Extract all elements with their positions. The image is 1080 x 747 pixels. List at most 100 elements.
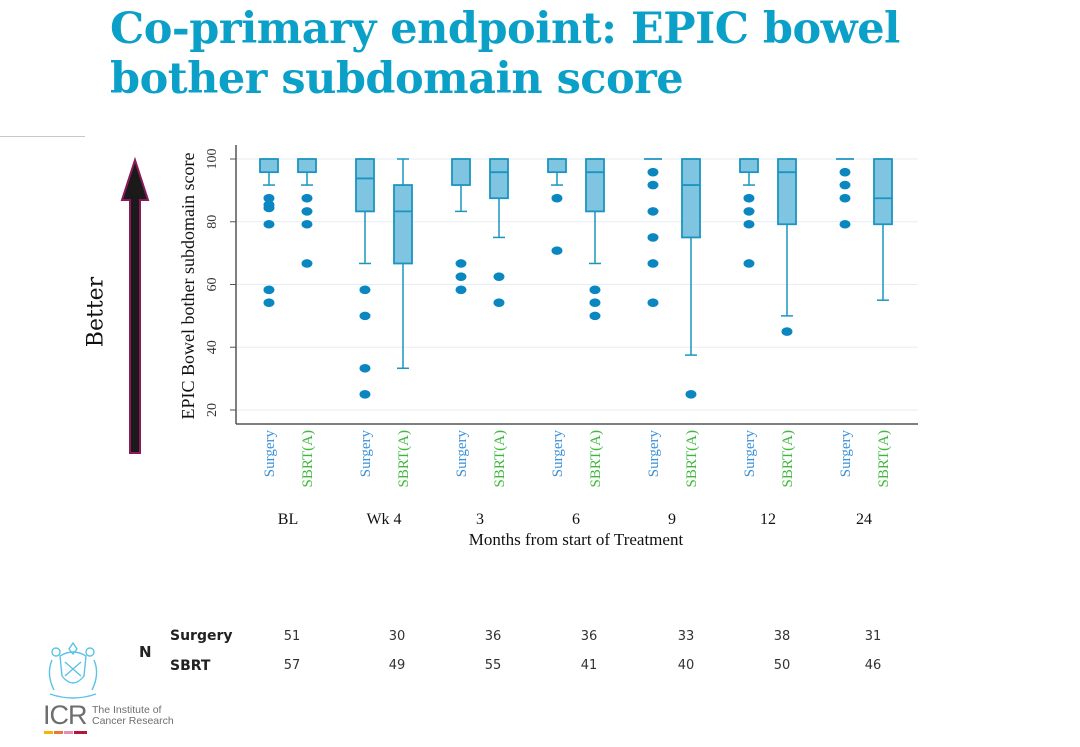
y-tick-label: 100 xyxy=(205,149,220,170)
arm-label: SBRT(A) xyxy=(300,430,316,487)
n-cell-surgery: 38 xyxy=(773,629,791,644)
box xyxy=(547,158,567,174)
outlier-point xyxy=(839,180,851,190)
box xyxy=(451,158,471,186)
outlier-point xyxy=(455,259,467,268)
outlier-point xyxy=(263,193,275,203)
slide-title-line-2: bother subdomain score xyxy=(110,54,684,104)
outlier-point xyxy=(589,311,601,321)
n-cell-surgery: 36 xyxy=(580,629,598,644)
box-plot-wk4-surgery xyxy=(355,158,375,399)
arm-label: SBRT(A) xyxy=(780,430,796,487)
n-row-sbrt-label: SBRT xyxy=(170,658,211,674)
outlier-point xyxy=(493,272,505,281)
n-cell-surgery: 31 xyxy=(864,629,882,644)
arm-label: SBRT(A) xyxy=(588,430,604,487)
outlier-point xyxy=(685,390,697,399)
outlier-point xyxy=(647,298,659,307)
box-plot-3-surgery xyxy=(451,158,471,295)
y-axis-ticks: 20 40 60 80 100 xyxy=(205,149,236,417)
icr-logo-text: The Institute of Cancer Research xyxy=(92,705,174,727)
outlier-point xyxy=(359,363,371,373)
gridlines xyxy=(236,158,918,411)
n-cell-sbrt: 50 xyxy=(773,658,791,673)
n-cell-sbrt: 46 xyxy=(864,658,882,673)
box xyxy=(259,158,279,174)
x-axis-label: Months from start of Treatment xyxy=(469,530,684,549)
box-plot-6-surgery xyxy=(547,158,567,255)
box-plots xyxy=(259,158,893,399)
outlier-point xyxy=(301,219,313,229)
better-arrow-icon xyxy=(120,156,150,454)
outlier-point xyxy=(263,285,275,295)
n-cell-surgery: 51 xyxy=(283,629,301,644)
y-tick-label: 40 xyxy=(205,340,220,354)
outlier-point xyxy=(551,246,563,255)
slide-title-line-1: Co-primary endpoint: EPIC bowel xyxy=(110,4,900,54)
arm-label: Surgery xyxy=(742,430,758,478)
outlier-point xyxy=(743,259,755,268)
outlier-point xyxy=(263,298,275,307)
arm-label: Surgery xyxy=(646,430,662,478)
box xyxy=(355,158,375,213)
n-cell-surgery: 36 xyxy=(484,629,502,644)
y-axis-label: EPIC Bowel bother subdomain score xyxy=(178,153,198,420)
outlier-point xyxy=(647,207,659,216)
box xyxy=(777,158,797,226)
box xyxy=(297,158,317,174)
box-plot-9-sbrt xyxy=(681,158,701,399)
outlier-point xyxy=(647,180,659,190)
box-plot-6-sbrt xyxy=(585,158,605,321)
n-cell-sbrt: 55 xyxy=(484,658,502,673)
box-plot-wk4-sbrt xyxy=(393,158,413,370)
outlier-point xyxy=(647,167,659,177)
n-cell-sbrt: 40 xyxy=(677,658,695,673)
y-tick-label: 80 xyxy=(205,215,220,229)
outlier-point xyxy=(839,219,851,229)
outlier-point xyxy=(263,203,275,213)
outlier-point xyxy=(839,167,851,177)
time-point-label: 9 xyxy=(668,511,676,528)
time-point-label: 24 xyxy=(856,511,872,528)
time-point-label: 3 xyxy=(476,511,484,528)
outlier-point xyxy=(781,327,793,336)
time-point-label: BL xyxy=(278,511,298,528)
outlier-point xyxy=(839,193,851,203)
box xyxy=(585,158,605,213)
arm-label: Surgery xyxy=(838,430,854,478)
box-plot-9-surgery xyxy=(644,158,662,307)
outlier-point xyxy=(359,285,371,295)
up-arrow-shape xyxy=(120,156,150,454)
icr-crest-icon xyxy=(48,641,98,699)
box xyxy=(489,158,509,200)
n-cell-sbrt: 41 xyxy=(580,658,598,673)
outlier-point xyxy=(743,219,755,229)
icr-logo-line-1: The Institute of xyxy=(92,704,162,716)
arm-label: Surgery xyxy=(262,430,278,478)
outlier-point xyxy=(263,219,275,229)
slide-title: Co-primary endpoint: EPIC bowel bother s… xyxy=(110,4,900,104)
n-cell-sbrt: 57 xyxy=(283,658,301,673)
box-plot-3-sbrt xyxy=(489,158,509,307)
box-plot-12-surgery xyxy=(739,158,759,268)
box xyxy=(393,184,413,265)
box-plot-bl-sbrt xyxy=(297,158,317,268)
arm-label: Surgery xyxy=(454,430,470,478)
outlier-point xyxy=(301,193,313,203)
box-plot-24-surgery xyxy=(836,158,854,229)
divider-line xyxy=(0,136,85,137)
icr-color-bar xyxy=(74,731,87,734)
outlier-point xyxy=(359,390,371,399)
outlier-point xyxy=(301,207,313,216)
icr-logo-line-2: Cancer Research xyxy=(92,715,174,727)
outlier-point xyxy=(647,259,659,268)
outlier-point xyxy=(301,259,313,268)
n-cell-surgery: 30 xyxy=(388,629,406,644)
icr-logo-mark: ICR xyxy=(43,700,87,730)
outlier-point xyxy=(589,298,601,307)
box xyxy=(873,158,893,226)
box xyxy=(739,158,759,174)
box-plot-12-sbrt xyxy=(777,158,797,336)
time-point-label: 6 xyxy=(572,511,580,528)
outlier-point xyxy=(743,193,755,203)
